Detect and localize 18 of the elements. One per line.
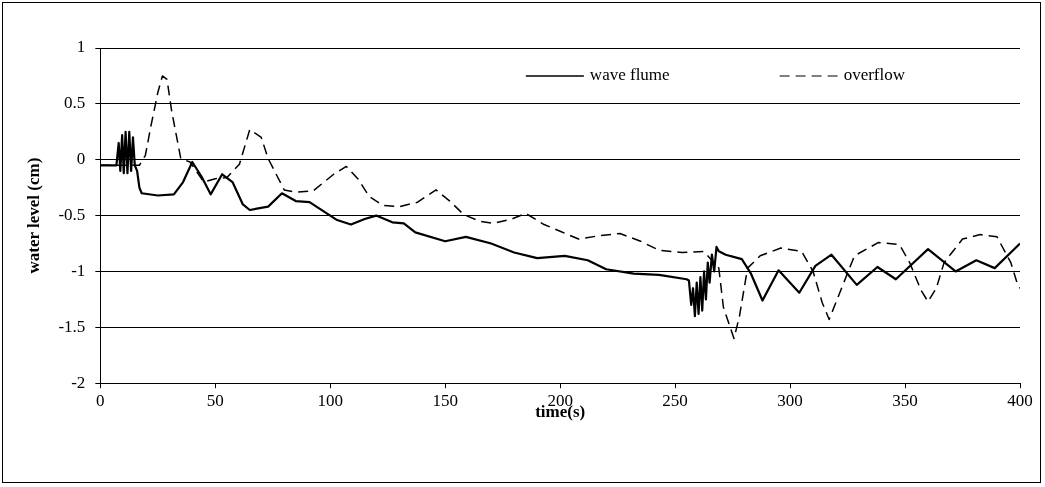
legend-label: overflow: [843, 65, 906, 85]
x-tick-label: 350: [892, 390, 918, 410]
y-tick-label: -1: [71, 260, 86, 280]
legend-label: wave flume: [589, 65, 670, 85]
x-tick-label: 300: [777, 390, 803, 410]
y-tick-label: -1.5: [58, 316, 86, 336]
y-tick-label: 0: [76, 149, 86, 169]
x-tick-label: 100: [317, 390, 343, 410]
y-axis-title: water level (cm): [23, 157, 43, 274]
y-tick-label: -2: [71, 372, 86, 392]
y-tick-label: 0.5: [64, 93, 86, 113]
y-tick-label: 1: [76, 37, 86, 57]
x-tick-label: 150: [432, 390, 458, 410]
x-tick-label: 250: [662, 390, 688, 410]
x-tick-label: 50: [206, 390, 224, 410]
x-tick-label: 0: [96, 390, 105, 410]
x-tick-label: 400: [1007, 390, 1033, 410]
y-tick-label: -0.5: [58, 205, 86, 225]
